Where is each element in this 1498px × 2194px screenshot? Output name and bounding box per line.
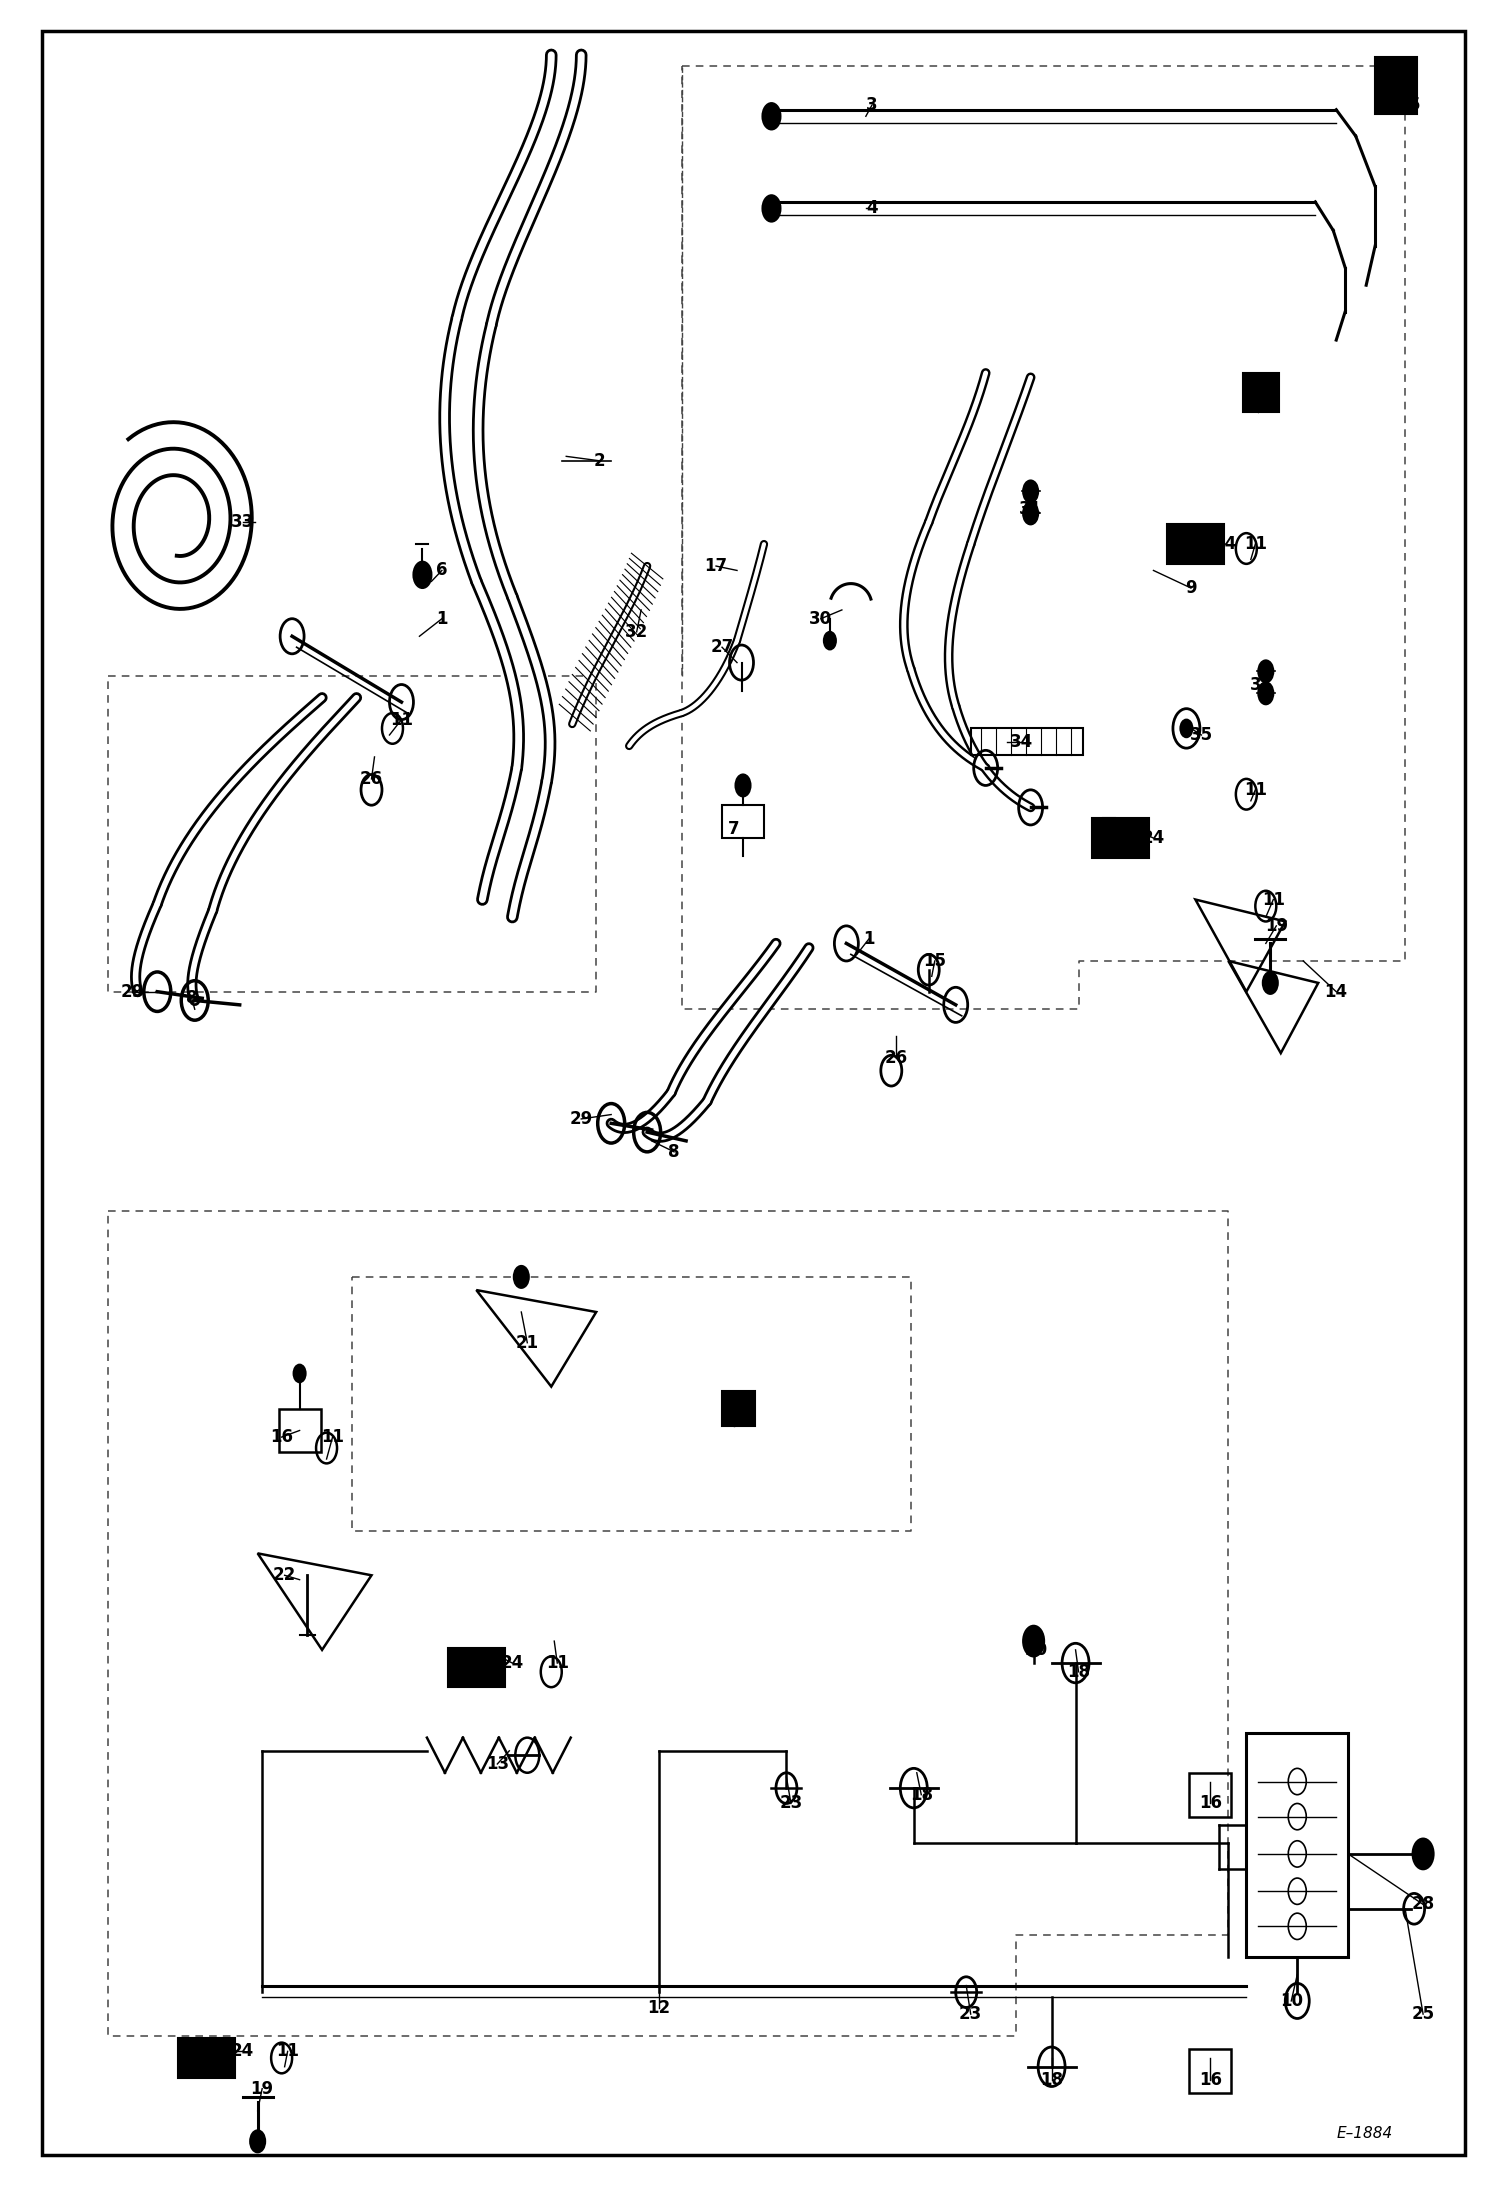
Circle shape (1023, 502, 1038, 524)
Text: 25: 25 (1411, 2005, 1435, 2023)
Text: 15: 15 (923, 952, 947, 970)
Circle shape (1023, 1626, 1044, 1656)
Text: 20: 20 (1025, 1641, 1049, 1659)
Text: 4: 4 (866, 200, 878, 217)
Text: 26: 26 (884, 1049, 908, 1066)
Text: 5: 5 (1408, 97, 1420, 114)
Text: 1: 1 (436, 610, 448, 627)
Text: 5: 5 (728, 1400, 740, 1417)
Text: 18: 18 (1067, 1663, 1091, 1681)
Text: 11: 11 (321, 1428, 345, 1446)
Circle shape (1413, 1839, 1434, 1869)
Text: 26: 26 (360, 770, 383, 788)
Text: 11: 11 (1261, 891, 1285, 908)
Bar (971, 728, 1083, 755)
Text: 9: 9 (1185, 579, 1197, 597)
Circle shape (1263, 972, 1278, 994)
Text: 12: 12 (647, 1999, 671, 2016)
Circle shape (514, 1266, 529, 1288)
Text: 31: 31 (1249, 676, 1273, 693)
Text: 16: 16 (1198, 1795, 1222, 1812)
Bar (448, 1648, 505, 1687)
Text: 34: 34 (1010, 733, 1034, 750)
Text: 2: 2 (593, 452, 605, 470)
Bar (1375, 57, 1417, 114)
Bar (1167, 524, 1224, 564)
Bar (178, 2038, 235, 2078)
Text: 24: 24 (1141, 829, 1165, 847)
Text: 8: 8 (186, 989, 198, 1007)
Text: 10: 10 (1279, 1992, 1303, 2010)
Text: 30: 30 (809, 610, 833, 627)
Text: 21: 21 (515, 1334, 539, 1352)
Text: 5: 5 (1258, 386, 1270, 404)
Text: 29: 29 (120, 983, 144, 1000)
Circle shape (294, 1365, 306, 1382)
Circle shape (762, 103, 780, 129)
Text: 18: 18 (909, 1786, 933, 1803)
Circle shape (413, 562, 431, 588)
Text: 19: 19 (1264, 917, 1288, 935)
Text: 32: 32 (625, 623, 649, 641)
Circle shape (736, 774, 750, 796)
Bar (1243, 373, 1279, 412)
Text: 8: 8 (668, 1143, 680, 1161)
Circle shape (1180, 720, 1192, 737)
Text: 28: 28 (1411, 1896, 1435, 1913)
Text: 6: 6 (436, 562, 448, 579)
Text: 24: 24 (231, 2043, 255, 2060)
Text: 24: 24 (1213, 535, 1237, 553)
Bar (1189, 1773, 1231, 1817)
Circle shape (762, 195, 780, 222)
Circle shape (1023, 480, 1038, 502)
Text: 18: 18 (1040, 2071, 1064, 2089)
Text: 22: 22 (273, 1567, 297, 1584)
Circle shape (250, 2130, 265, 2152)
Bar (722, 805, 764, 838)
Text: 14: 14 (1324, 983, 1348, 1000)
Text: 17: 17 (704, 557, 728, 575)
Text: 13: 13 (485, 1755, 509, 1773)
Text: 35: 35 (1189, 726, 1213, 744)
Text: 16: 16 (1198, 2071, 1222, 2089)
Text: 27: 27 (710, 638, 734, 656)
Bar (1246, 1733, 1348, 1957)
Text: 24: 24 (500, 1654, 524, 1672)
Text: 19: 19 (250, 2080, 274, 2097)
Text: 16: 16 (270, 1428, 294, 1446)
Bar (279, 1409, 321, 1452)
Text: 11: 11 (1243, 535, 1267, 553)
Text: E–1884: E–1884 (1336, 2126, 1393, 2141)
Text: 1: 1 (863, 930, 875, 948)
Text: 11: 11 (545, 1654, 569, 1672)
Text: 11: 11 (276, 2043, 300, 2060)
Bar (1092, 818, 1149, 858)
Text: 3: 3 (866, 97, 878, 114)
Circle shape (1258, 660, 1273, 682)
Text: 7: 7 (728, 821, 740, 838)
Bar (722, 1391, 755, 1426)
Text: 23: 23 (779, 1795, 803, 1812)
Circle shape (1258, 682, 1273, 704)
Text: 11: 11 (1243, 781, 1267, 799)
Circle shape (824, 632, 836, 649)
Text: 33: 33 (231, 513, 255, 531)
Text: 6: 6 (1121, 829, 1132, 847)
Text: 23: 23 (959, 2005, 983, 2023)
Bar (1189, 2049, 1231, 2093)
Text: 31: 31 (1019, 500, 1043, 518)
Text: 11: 11 (389, 711, 413, 728)
Circle shape (1100, 832, 1118, 858)
Text: 29: 29 (569, 1110, 593, 1128)
